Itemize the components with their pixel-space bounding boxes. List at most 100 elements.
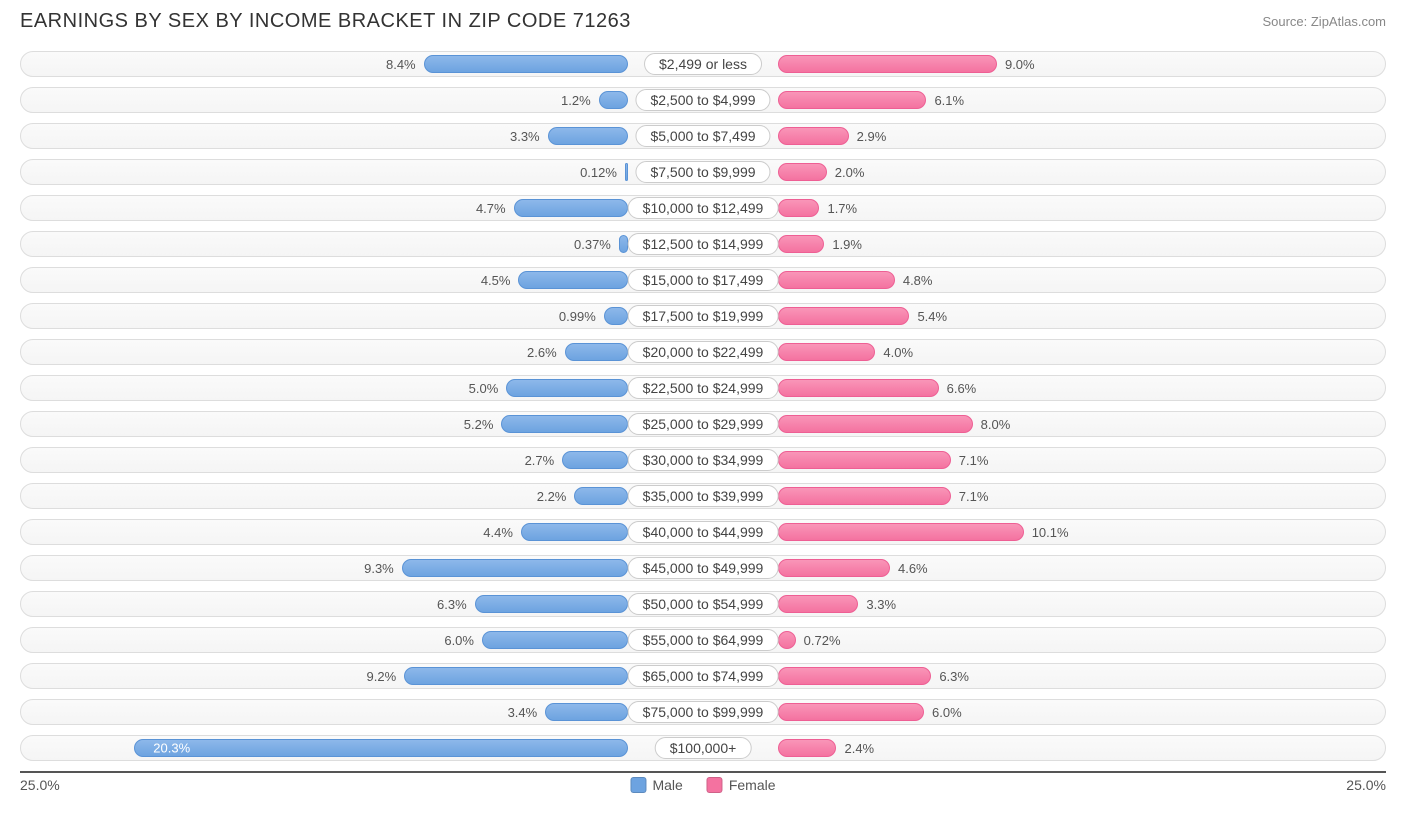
- male-half: 9.3%: [20, 550, 628, 586]
- female-value-label: 6.0%: [924, 705, 970, 720]
- chart-row: 5.2%8.0%$25,000 to $29,999: [20, 406, 1386, 442]
- bracket-label: $15,000 to $17,499: [628, 269, 779, 291]
- male-half: 4.5%: [20, 262, 628, 298]
- female-swatch: [707, 777, 723, 793]
- male-value-label: 5.0%: [461, 381, 507, 396]
- male-value-label: 20.3%: [145, 741, 198, 756]
- female-value-label: 1.7%: [819, 201, 865, 216]
- female-half: 4.0%: [778, 334, 1386, 370]
- male-bar: [424, 55, 628, 73]
- female-half: 7.1%: [778, 442, 1386, 478]
- bracket-label: $65,000 to $74,999: [628, 665, 779, 687]
- male-value-label: 4.7%: [468, 201, 514, 216]
- chart-row: 8.4%9.0%$2,499 or less: [20, 46, 1386, 82]
- bracket-label: $2,500 to $4,999: [635, 89, 770, 111]
- male-value-label: 4.5%: [473, 273, 519, 288]
- chart-row: 3.3%2.9%$5,000 to $7,499: [20, 118, 1386, 154]
- female-bar: [778, 55, 997, 73]
- female-half: 6.3%: [778, 658, 1386, 694]
- male-bar: [518, 271, 627, 289]
- chart-row: 2.6%4.0%$20,000 to $22,499: [20, 334, 1386, 370]
- source-attribution: Source: ZipAtlas.com: [1262, 14, 1386, 29]
- female-value-label: 6.1%: [926, 93, 972, 108]
- female-bar: [778, 163, 827, 181]
- female-value-label: 4.6%: [890, 561, 936, 576]
- male-half: 6.0%: [20, 622, 628, 658]
- legend-female-label: Female: [729, 777, 776, 793]
- bracket-label: $50,000 to $54,999: [628, 593, 779, 615]
- bracket-label: $40,000 to $44,999: [628, 521, 779, 543]
- bracket-label: $35,000 to $39,999: [628, 485, 779, 507]
- female-value-label: 9.0%: [997, 57, 1043, 72]
- bracket-label: $10,000 to $12,499: [628, 197, 779, 219]
- female-value-label: 6.6%: [939, 381, 985, 396]
- male-half: 3.3%: [20, 118, 628, 154]
- female-half: 2.9%: [778, 118, 1386, 154]
- male-value-label: 2.2%: [529, 489, 575, 504]
- male-value-label: 2.7%: [517, 453, 563, 468]
- male-value-label: 8.4%: [378, 57, 424, 72]
- male-value-label: 4.4%: [475, 525, 521, 540]
- legend-male-label: Male: [652, 777, 682, 793]
- female-bar: [778, 127, 849, 145]
- male-bar: [599, 91, 628, 109]
- male-bar: [475, 595, 628, 613]
- female-value-label: 0.72%: [796, 633, 849, 648]
- female-bar: [778, 487, 951, 505]
- male-bar: [545, 703, 628, 721]
- male-bar: 20.3%: [134, 739, 628, 757]
- male-half: 5.0%: [20, 370, 628, 406]
- male-half: 1.2%: [20, 82, 628, 118]
- female-value-label: 2.4%: [836, 741, 882, 756]
- chart-row: 2.2%7.1%$35,000 to $39,999: [20, 478, 1386, 514]
- male-half: 2.6%: [20, 334, 628, 370]
- chart-row: 4.4%10.1%$40,000 to $44,999: [20, 514, 1386, 550]
- female-value-label: 2.0%: [827, 165, 873, 180]
- male-half: 4.4%: [20, 514, 628, 550]
- chart-row: 3.4%6.0%$75,000 to $99,999: [20, 694, 1386, 730]
- female-bar: [778, 379, 938, 397]
- female-bar: [778, 343, 875, 361]
- female-half: 4.6%: [778, 550, 1386, 586]
- chart-row: 20.3% 2.4% $100,000+: [20, 730, 1386, 766]
- female-value-label: 6.3%: [931, 669, 977, 684]
- male-bar: [565, 343, 628, 361]
- bracket-label: $22,500 to $24,999: [628, 377, 779, 399]
- male-value-label: 3.4%: [500, 705, 546, 720]
- female-bar: [778, 235, 824, 253]
- female-half: 8.0%: [778, 406, 1386, 442]
- female-half: 1.7%: [778, 190, 1386, 226]
- male-value-label: 6.0%: [436, 633, 482, 648]
- male-bar: [501, 415, 627, 433]
- chart-row: 4.5%4.8%$15,000 to $17,499: [20, 262, 1386, 298]
- male-value-label: 0.12%: [572, 165, 625, 180]
- male-half: 6.3%: [20, 586, 628, 622]
- male-bar: [404, 667, 628, 685]
- male-bar: [625, 163, 628, 181]
- male-half: 2.7%: [20, 442, 628, 478]
- male-bar: [574, 487, 627, 505]
- female-half: 6.6%: [778, 370, 1386, 406]
- female-half: 2.0%: [778, 154, 1386, 190]
- bracket-label: $30,000 to $34,999: [628, 449, 779, 471]
- female-bar: [778, 415, 973, 433]
- legend-male: Male: [630, 777, 682, 793]
- male-half: 8.4%: [20, 46, 628, 82]
- female-bar: [778, 523, 1024, 541]
- legend: Male Female: [630, 777, 775, 793]
- male-bar: [604, 307, 628, 325]
- chart-row: 6.3%3.3%$50,000 to $54,999: [20, 586, 1386, 622]
- female-half: 9.0%: [778, 46, 1386, 82]
- male-half: 0.12%: [20, 154, 628, 190]
- female-value-label: 2.9%: [849, 129, 895, 144]
- female-value-label: 1.9%: [824, 237, 870, 252]
- bracket-label: $100,000+: [655, 737, 752, 759]
- male-value-label: 5.2%: [456, 417, 502, 432]
- male-bar: [548, 127, 628, 145]
- male-value-label: 0.99%: [551, 309, 604, 324]
- male-half: 5.2%: [20, 406, 628, 442]
- female-bar: [778, 91, 926, 109]
- chart-row: 0.37%1.9%$12,500 to $14,999: [20, 226, 1386, 262]
- male-half: 0.99%: [20, 298, 628, 334]
- chart-area: 8.4%9.0%$2,499 or less1.2%6.1%$2,500 to …: [20, 46, 1386, 765]
